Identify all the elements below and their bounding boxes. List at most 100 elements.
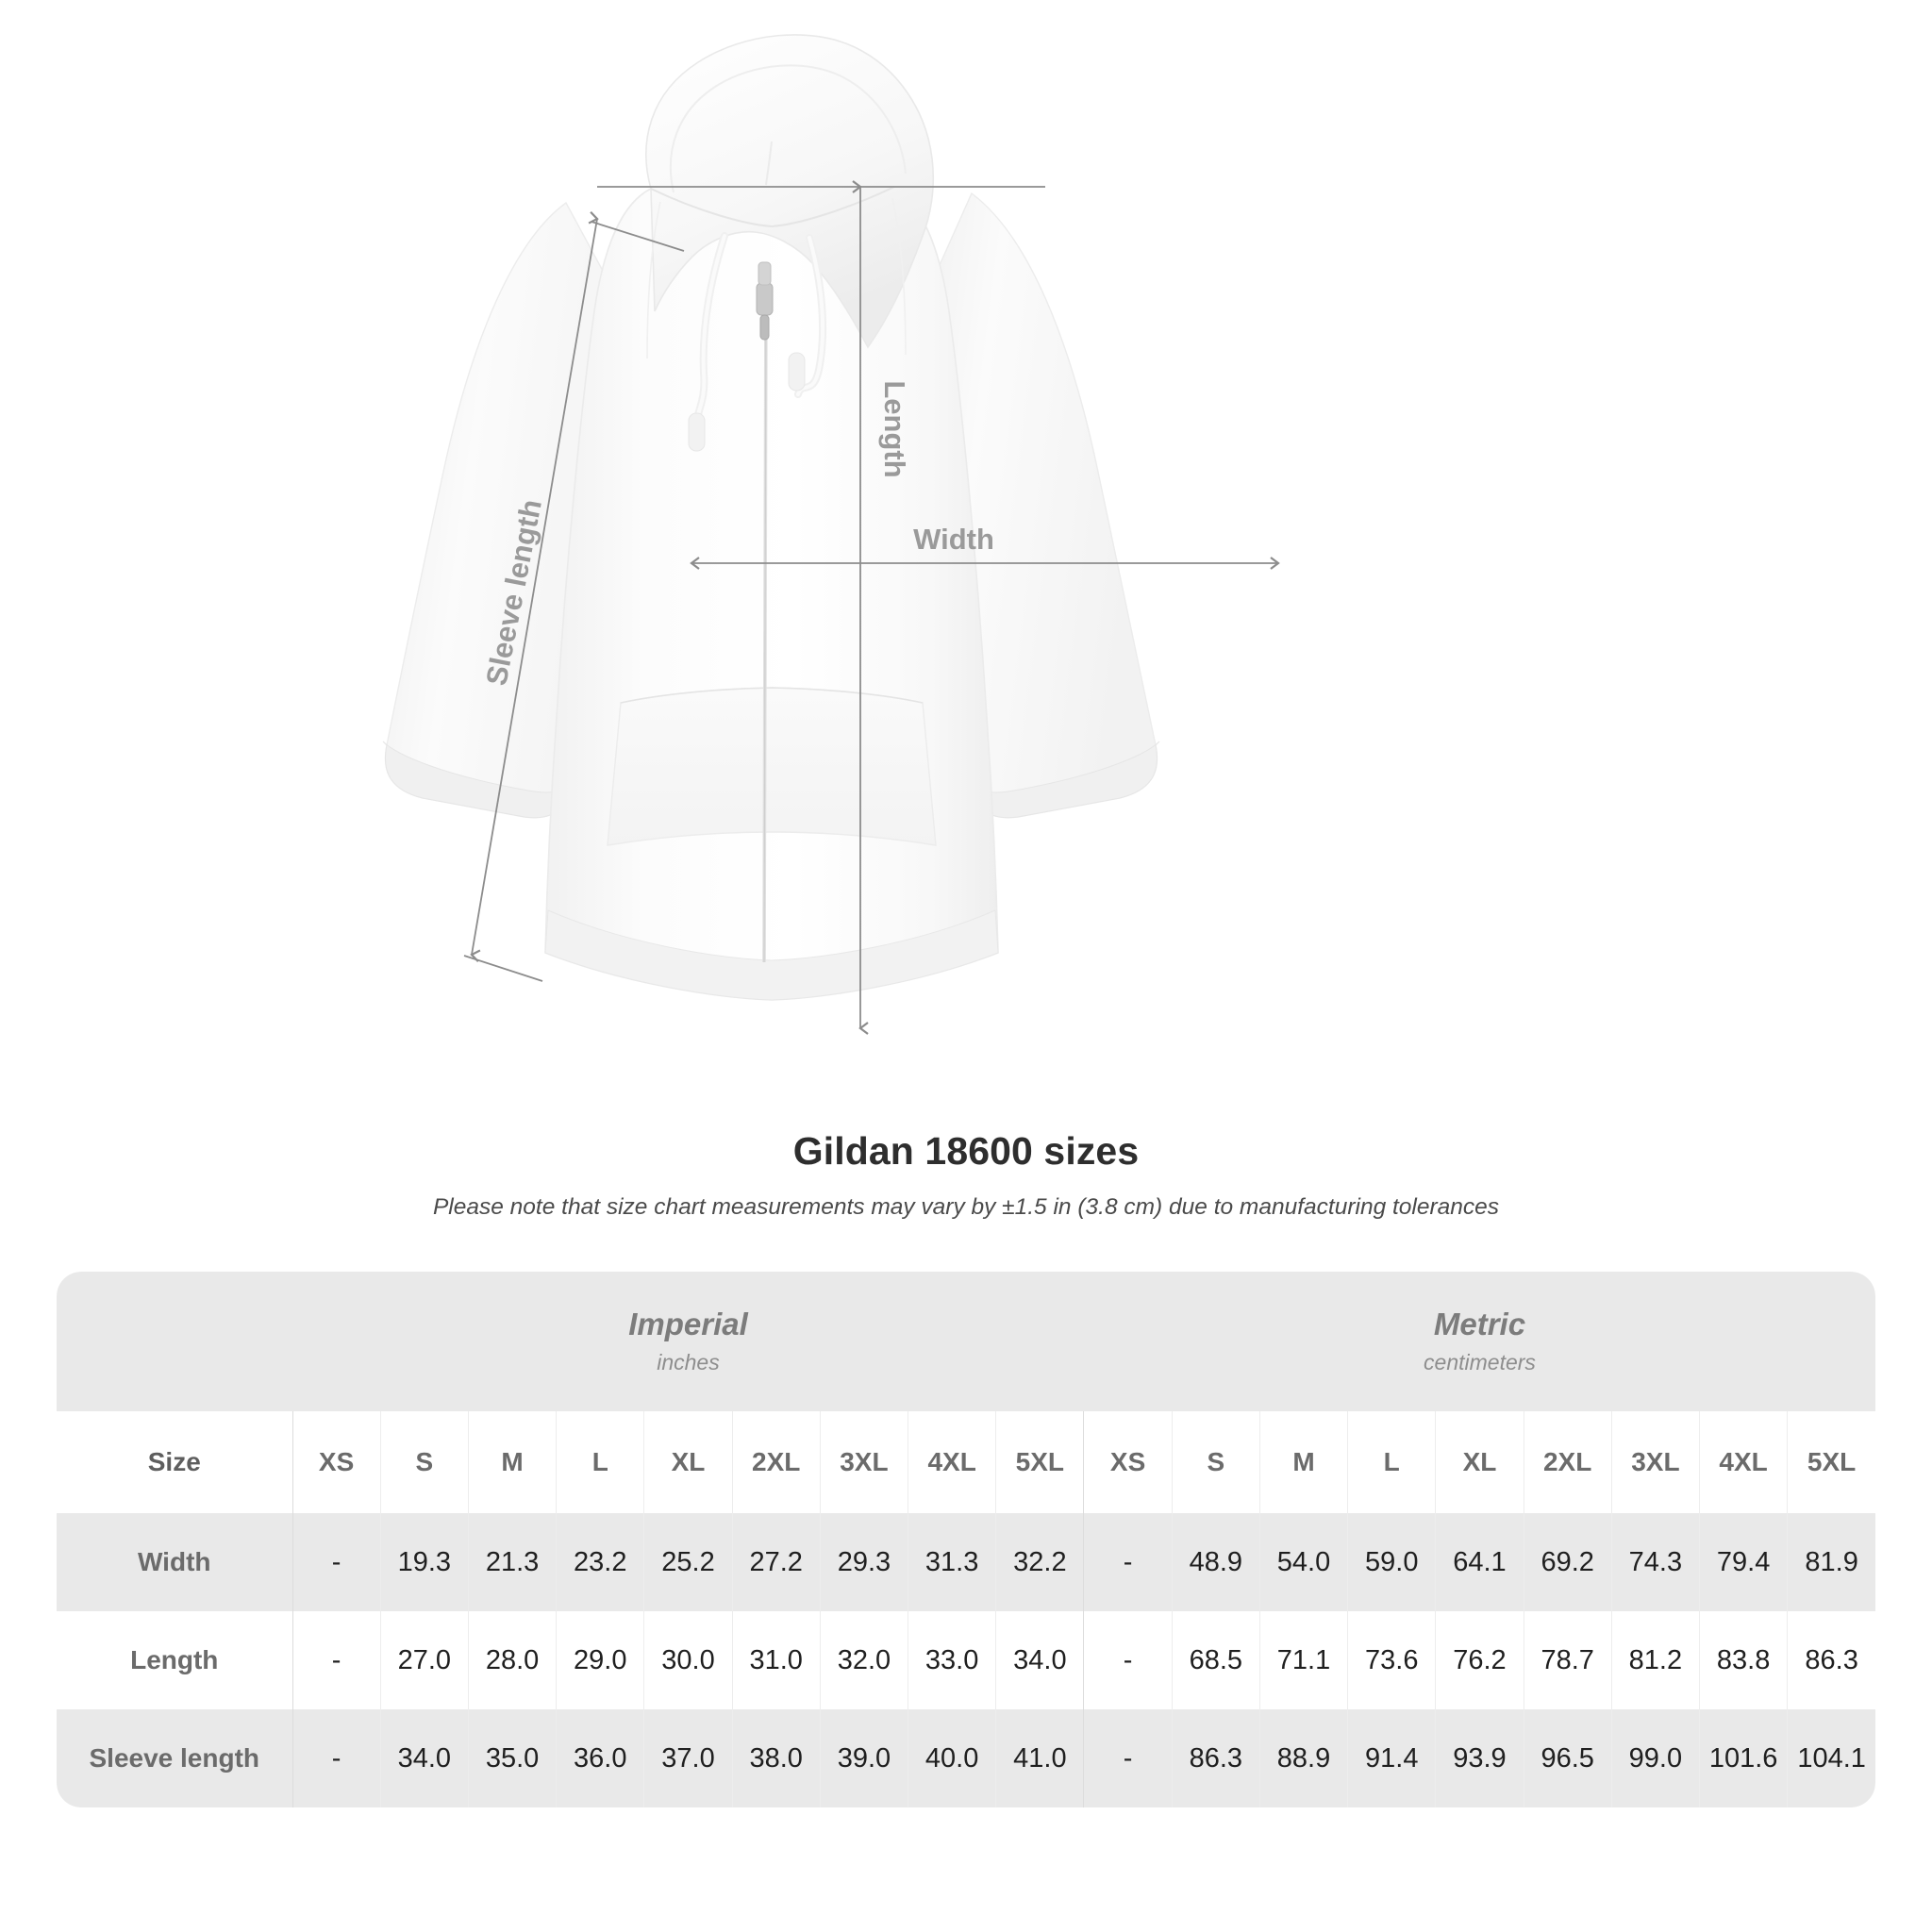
unit-group-name: Imperial — [628, 1306, 748, 1341]
cell-sleeve-length-imperial-xs: - — [291, 1709, 381, 1807]
size-header-metric-l: L — [1347, 1411, 1436, 1513]
cell-length-metric-5xl: 86.3 — [1787, 1611, 1875, 1709]
cell-length-metric-m: 71.1 — [1258, 1611, 1348, 1709]
page-subtitle: Please note that size chart measurements… — [432, 1194, 1500, 1221]
cell-width-metric-m: 54.0 — [1258, 1513, 1348, 1611]
cell-length-imperial-5xl: 34.0 — [995, 1611, 1084, 1709]
cell-width-metric-2xl: 69.2 — [1523, 1513, 1612, 1611]
garment-illustration: Length Width Sleeve length — [382, 34, 1280, 1035]
size-column-header: Size — [57, 1411, 292, 1513]
size-header-metric-2xl: 2XL — [1523, 1411, 1612, 1513]
cell-sleeve-length-metric-s: 86.3 — [1171, 1709, 1260, 1807]
size-header-imperial-xs: XS — [291, 1411, 381, 1513]
cell-sleeve-length-metric-xs: - — [1083, 1709, 1173, 1807]
cell-width-imperial-s: 19.3 — [379, 1513, 469, 1611]
cell-sleeve-length-imperial-3xl: 39.0 — [819, 1709, 908, 1807]
size-header-metric-xl: XL — [1435, 1411, 1524, 1513]
cell-sleeve-length-metric-5xl: 104.1 — [1787, 1709, 1875, 1807]
cell-length-imperial-xl: 30.0 — [643, 1611, 733, 1709]
cell-length-metric-l: 73.6 — [1347, 1611, 1436, 1709]
cell-width-metric-xs: - — [1083, 1513, 1173, 1611]
unit-group-unit: inches — [657, 1349, 720, 1374]
cell-width-imperial-3xl: 29.3 — [819, 1513, 908, 1611]
cell-length-metric-xl: 76.2 — [1435, 1611, 1524, 1709]
measurement-label-sleeve-length: Sleeve length — [57, 1709, 292, 1807]
size-header-row: Size XS S M L XL 2XL 3XL 4XL 5XL XS S M L XL 2XL 3XL 4XL 5… — [57, 1411, 1875, 1513]
unit-row-spacer — [57, 1272, 292, 1411]
zipper-pull — [756, 261, 774, 341]
cell-sleeve-length-imperial-l: 36.0 — [556, 1709, 644, 1807]
size-header-imperial-3xl: 3XL — [819, 1411, 908, 1513]
title-block: Gildan 18600 sizes Please note that size… — [0, 1128, 1932, 1223]
cell-width-metric-s: 48.9 — [1171, 1513, 1260, 1611]
cell-width-imperial-5xl: 32.2 — [995, 1513, 1084, 1611]
cell-width-metric-xl: 64.1 — [1435, 1513, 1524, 1611]
cell-length-metric-3xl: 81.2 — [1610, 1611, 1700, 1709]
table-row: Width -19.3 21.3 23.2 25.2 27.2 29.3 31.3 32.2-4… — [57, 1513, 1875, 1611]
cell-length-imperial-3xl: 32.0 — [819, 1611, 908, 1709]
cell-length-imperial-m: 28.0 — [467, 1611, 557, 1709]
size-header-imperial-l: L — [556, 1411, 644, 1513]
cell-sleeve-length-metric-xl: 93.9 — [1435, 1709, 1524, 1807]
size-header-imperial-xl: XL — [643, 1411, 733, 1513]
sleeve-top-tick — [591, 221, 685, 252]
table-row: Length -27.0 28.0 29.0 30.0 31.0 32.0 33.0 34.0-… — [57, 1611, 1875, 1709]
size-header-metric-xs: XS — [1083, 1411, 1173, 1513]
cell-length-metric-4xl: 83.8 — [1698, 1611, 1788, 1709]
cell-sleeve-length-imperial-m: 35.0 — [467, 1709, 557, 1807]
cell-sleeve-length-imperial-4xl: 40.0 — [908, 1709, 996, 1807]
cell-length-metric-2xl: 78.7 — [1523, 1611, 1612, 1709]
cell-width-imperial-xl: 25.2 — [643, 1513, 733, 1611]
length-label: Length — [878, 380, 911, 477]
size-header-imperial-s: S — [379, 1411, 469, 1513]
cell-sleeve-length-imperial-s: 34.0 — [379, 1709, 469, 1807]
cell-width-metric-3xl: 74.3 — [1610, 1513, 1700, 1611]
cell-width-imperial-xs: - — [291, 1513, 381, 1611]
cell-length-metric-xs: - — [1083, 1611, 1173, 1709]
size-header-metric-m: M — [1258, 1411, 1348, 1513]
cell-sleeve-length-imperial-5xl: 41.0 — [995, 1709, 1084, 1807]
cell-length-imperial-4xl: 33.0 — [908, 1611, 996, 1709]
size-header-imperial-4xl: 4XL — [908, 1411, 996, 1513]
hoodie-graphic — [382, 34, 1160, 1001]
unit-group-header-metric: Metric centimeters — [1083, 1272, 1875, 1411]
cell-length-imperial-xs: - — [291, 1611, 381, 1709]
cell-width-metric-l: 59.0 — [1347, 1513, 1436, 1611]
table-row: Sleeve length -34.0 35.0 36.0 37.0 38.0 39.0 40… — [57, 1709, 1875, 1807]
unit-group-header-imperial: Imperial inches — [292, 1272, 1084, 1411]
size-chart-table-wrapper: Imperial inches Metric centimeters Size XS S M L… — [57, 1272, 1875, 1807]
unit-group-unit: centimeters — [1424, 1349, 1536, 1374]
measurement-label-width: Width — [57, 1513, 292, 1611]
cell-width-imperial-2xl: 27.2 — [731, 1513, 821, 1611]
measurement-label-length: Length — [57, 1611, 292, 1709]
cell-length-imperial-s: 27.0 — [379, 1611, 469, 1709]
cell-width-metric-5xl: 81.9 — [1787, 1513, 1875, 1611]
dimension-lines — [463, 180, 1280, 1035]
sleeve-dimension-line — [470, 210, 599, 963]
cell-sleeve-length-metric-2xl: 96.5 — [1523, 1709, 1612, 1807]
size-header-metric-4xl: 4XL — [1698, 1411, 1788, 1513]
size-header-metric-s: S — [1171, 1411, 1260, 1513]
cell-width-imperial-m: 21.3 — [467, 1513, 557, 1611]
cell-sleeve-length-metric-3xl: 99.0 — [1610, 1709, 1700, 1807]
cell-sleeve-length-metric-4xl: 101.6 — [1698, 1709, 1788, 1807]
cell-sleeve-length-metric-m: 88.9 — [1258, 1709, 1348, 1807]
size-header-imperial-m: M — [467, 1411, 557, 1513]
size-header-imperial-5xl: 5XL — [995, 1411, 1084, 1513]
unit-header-row: Imperial inches Metric centimeters — [57, 1272, 1875, 1411]
size-header-metric-3xl: 3XL — [1610, 1411, 1700, 1513]
width-label: Width — [913, 523, 994, 556]
cell-length-metric-s: 68.5 — [1171, 1611, 1260, 1709]
size-header-metric-5xl: 5XL — [1787, 1411, 1875, 1513]
cell-width-metric-4xl: 79.4 — [1698, 1513, 1788, 1611]
cell-sleeve-length-imperial-2xl: 38.0 — [731, 1709, 821, 1807]
cell-length-imperial-l: 29.0 — [556, 1611, 644, 1709]
page-title: Gildan 18600 sizes — [792, 1129, 1140, 1173]
size-chart-table: Imperial inches Metric centimeters Size XS S M L… — [57, 1272, 1875, 1807]
cell-width-imperial-4xl: 31.3 — [908, 1513, 996, 1611]
size-header-imperial-2xl: 2XL — [731, 1411, 821, 1513]
cell-sleeve-length-imperial-xl: 37.0 — [643, 1709, 733, 1807]
unit-group-name: Metric — [1433, 1306, 1526, 1341]
cell-sleeve-length-metric-l: 91.4 — [1347, 1709, 1436, 1807]
cell-width-imperial-l: 23.2 — [556, 1513, 644, 1611]
